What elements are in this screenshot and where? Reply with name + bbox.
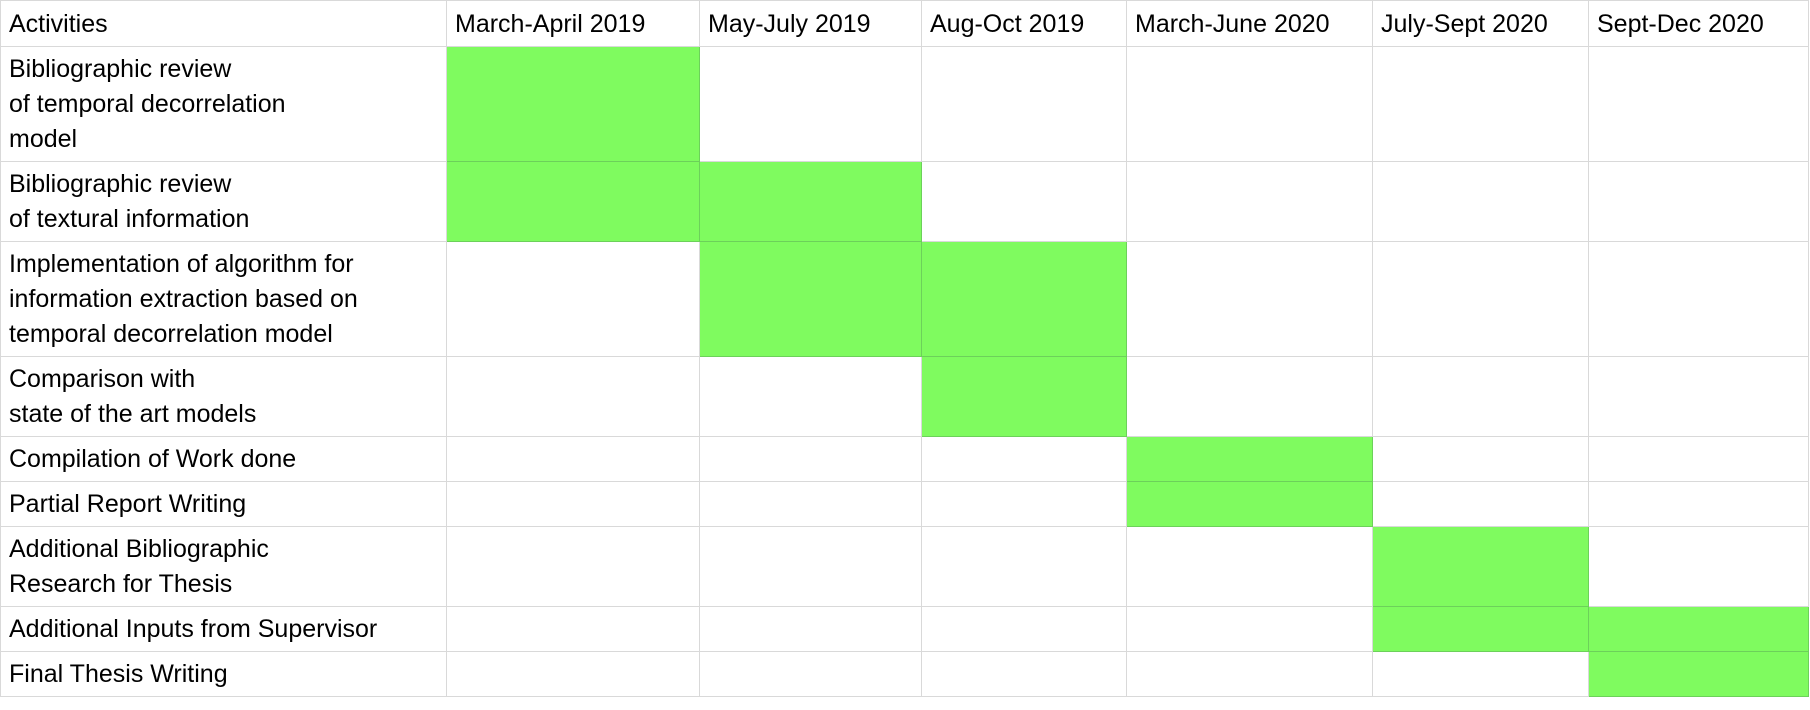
period-cell[interactable]: [1372, 356, 1589, 437]
period-cell[interactable]: [446, 241, 700, 357]
period-cell[interactable]: [1588, 481, 1809, 527]
active-period-cell[interactable]: [921, 241, 1127, 357]
active-period-cell[interactable]: [1372, 606, 1589, 652]
period-cell[interactable]: [699, 46, 922, 162]
table-row: Bibliographic review of textural informat…: [0, 161, 1809, 242]
period-cell[interactable]: [1372, 481, 1589, 527]
active-period-cell[interactable]: [921, 356, 1127, 437]
period-cell[interactable]: [1588, 526, 1809, 607]
period-cell[interactable]: [1372, 161, 1589, 242]
activities-header[interactable]: Activities: [0, 0, 447, 47]
period-header[interactable]: March-June 2020: [1126, 0, 1373, 47]
table-row: Bibliographic review of temporal decorrel…: [0, 46, 1809, 162]
period-header[interactable]: May-July 2019: [699, 0, 922, 47]
activity-label-line: Implementation of algorithm for: [9, 250, 354, 278]
period-cell[interactable]: [446, 651, 700, 697]
period-cell[interactable]: [921, 161, 1127, 242]
activity-label-line: Comparison with: [9, 365, 196, 393]
period-cell[interactable]: [699, 481, 922, 527]
activity-label-line: Bibliographic review: [9, 170, 232, 198]
table-row: Implementation of algorithm for informati…: [0, 241, 1809, 357]
period-header[interactable]: March-April 2019: [446, 0, 700, 47]
period-header[interactable]: Aug-Oct 2019: [921, 0, 1127, 47]
activity-label-line: Additional Inputs from Supervisor: [9, 615, 378, 643]
activity-cell[interactable]: Implementation of algorithm for informati…: [0, 241, 447, 357]
active-period-cell[interactable]: [1126, 481, 1373, 527]
period-cell[interactable]: [446, 606, 700, 652]
table-row: Additional Bibliographic Research for The…: [0, 526, 1809, 607]
table-row: Partial Report Writing: [0, 481, 1809, 527]
activity-cell[interactable]: Bibliographic review of textural informat…: [0, 161, 447, 242]
table-row: Comparison with state of the art models: [0, 356, 1809, 437]
active-period-cell[interactable]: [1372, 526, 1589, 607]
period-cell[interactable]: [699, 606, 922, 652]
activity-label-line: state of the art models: [9, 400, 257, 428]
period-cell[interactable]: [1372, 651, 1589, 697]
active-period-cell[interactable]: [446, 46, 700, 162]
period-cell[interactable]: [446, 526, 700, 607]
active-period-cell[interactable]: [699, 161, 922, 242]
table-row: Compilation of Work done: [0, 436, 1809, 482]
period-cell[interactable]: [1126, 356, 1373, 437]
period-cell[interactable]: [1126, 606, 1373, 652]
activity-cell[interactable]: Additional Inputs from Supervisor: [0, 606, 447, 652]
period-cell[interactable]: [1588, 46, 1809, 162]
activity-cell[interactable]: Final Thesis Writing: [0, 651, 447, 697]
period-cell[interactable]: [1372, 241, 1589, 357]
period-cell[interactable]: [1588, 356, 1809, 437]
activity-label-line: Compilation of Work done: [9, 445, 297, 473]
period-cell[interactable]: [699, 651, 922, 697]
header-row: Activities March-April 2019 May-July 201…: [0, 0, 1809, 47]
period-cell[interactable]: [1126, 46, 1373, 162]
period-cell[interactable]: [1126, 161, 1373, 242]
activity-cell[interactable]: Additional Bibliographic Research for The…: [0, 526, 447, 607]
period-cell[interactable]: [446, 356, 700, 437]
activity-label-line: of textural information: [9, 205, 250, 233]
period-cell[interactable]: [921, 526, 1127, 607]
period-cell[interactable]: [1126, 241, 1373, 357]
activity-cell[interactable]: Partial Report Writing: [0, 481, 447, 527]
period-cell[interactable]: [1372, 46, 1589, 162]
schedule-body: Bibliographic review of temporal decorrel…: [0, 46, 1809, 697]
period-cell[interactable]: [1588, 436, 1809, 482]
activity-label-line: model: [9, 125, 78, 153]
active-period-cell[interactable]: [1588, 606, 1809, 652]
activity-label-line: of temporal decorrelation: [9, 90, 286, 118]
activity-label-line: Additional Bibliographic: [9, 535, 269, 563]
activity-cell[interactable]: Bibliographic review of temporal decorrel…: [0, 46, 447, 162]
activity-label-line: information extraction based on: [9, 285, 358, 313]
activity-label-line: Research for Thesis: [9, 570, 233, 598]
period-cell[interactable]: [446, 436, 700, 482]
activity-label-line: Bibliographic review: [9, 55, 232, 83]
activity-label-line: temporal decorrelation model: [9, 320, 333, 348]
period-cell[interactable]: [699, 436, 922, 482]
period-cell[interactable]: [446, 481, 700, 527]
table-row: Additional Inputs from Supervisor: [0, 606, 1809, 652]
period-cell[interactable]: [1126, 651, 1373, 697]
period-cell[interactable]: [921, 651, 1127, 697]
period-cell[interactable]: [1126, 526, 1373, 607]
period-cell[interactable]: [1588, 241, 1809, 357]
period-header[interactable]: July-Sept 2020: [1372, 0, 1589, 47]
period-cell[interactable]: [921, 606, 1127, 652]
activity-cell[interactable]: Comparison with state of the art models: [0, 356, 447, 437]
period-cell[interactable]: [699, 526, 922, 607]
activity-label-line: Final Thesis Writing: [9, 660, 228, 688]
period-cell[interactable]: [921, 46, 1127, 162]
activity-cell[interactable]: Compilation of Work done: [0, 436, 447, 482]
period-header[interactable]: Sept-Dec 2020: [1588, 0, 1809, 47]
period-cell[interactable]: [699, 356, 922, 437]
table-row: Final Thesis Writing: [0, 651, 1809, 697]
active-period-cell[interactable]: [1588, 651, 1809, 697]
period-cell[interactable]: [1588, 161, 1809, 242]
period-cell[interactable]: [921, 481, 1127, 527]
active-period-cell[interactable]: [699, 241, 922, 357]
active-period-cell[interactable]: [446, 161, 700, 242]
period-cell[interactable]: [921, 436, 1127, 482]
active-period-cell[interactable]: [1126, 436, 1373, 482]
activity-label-line: Partial Report Writing: [9, 490, 247, 518]
period-cell[interactable]: [1372, 436, 1589, 482]
